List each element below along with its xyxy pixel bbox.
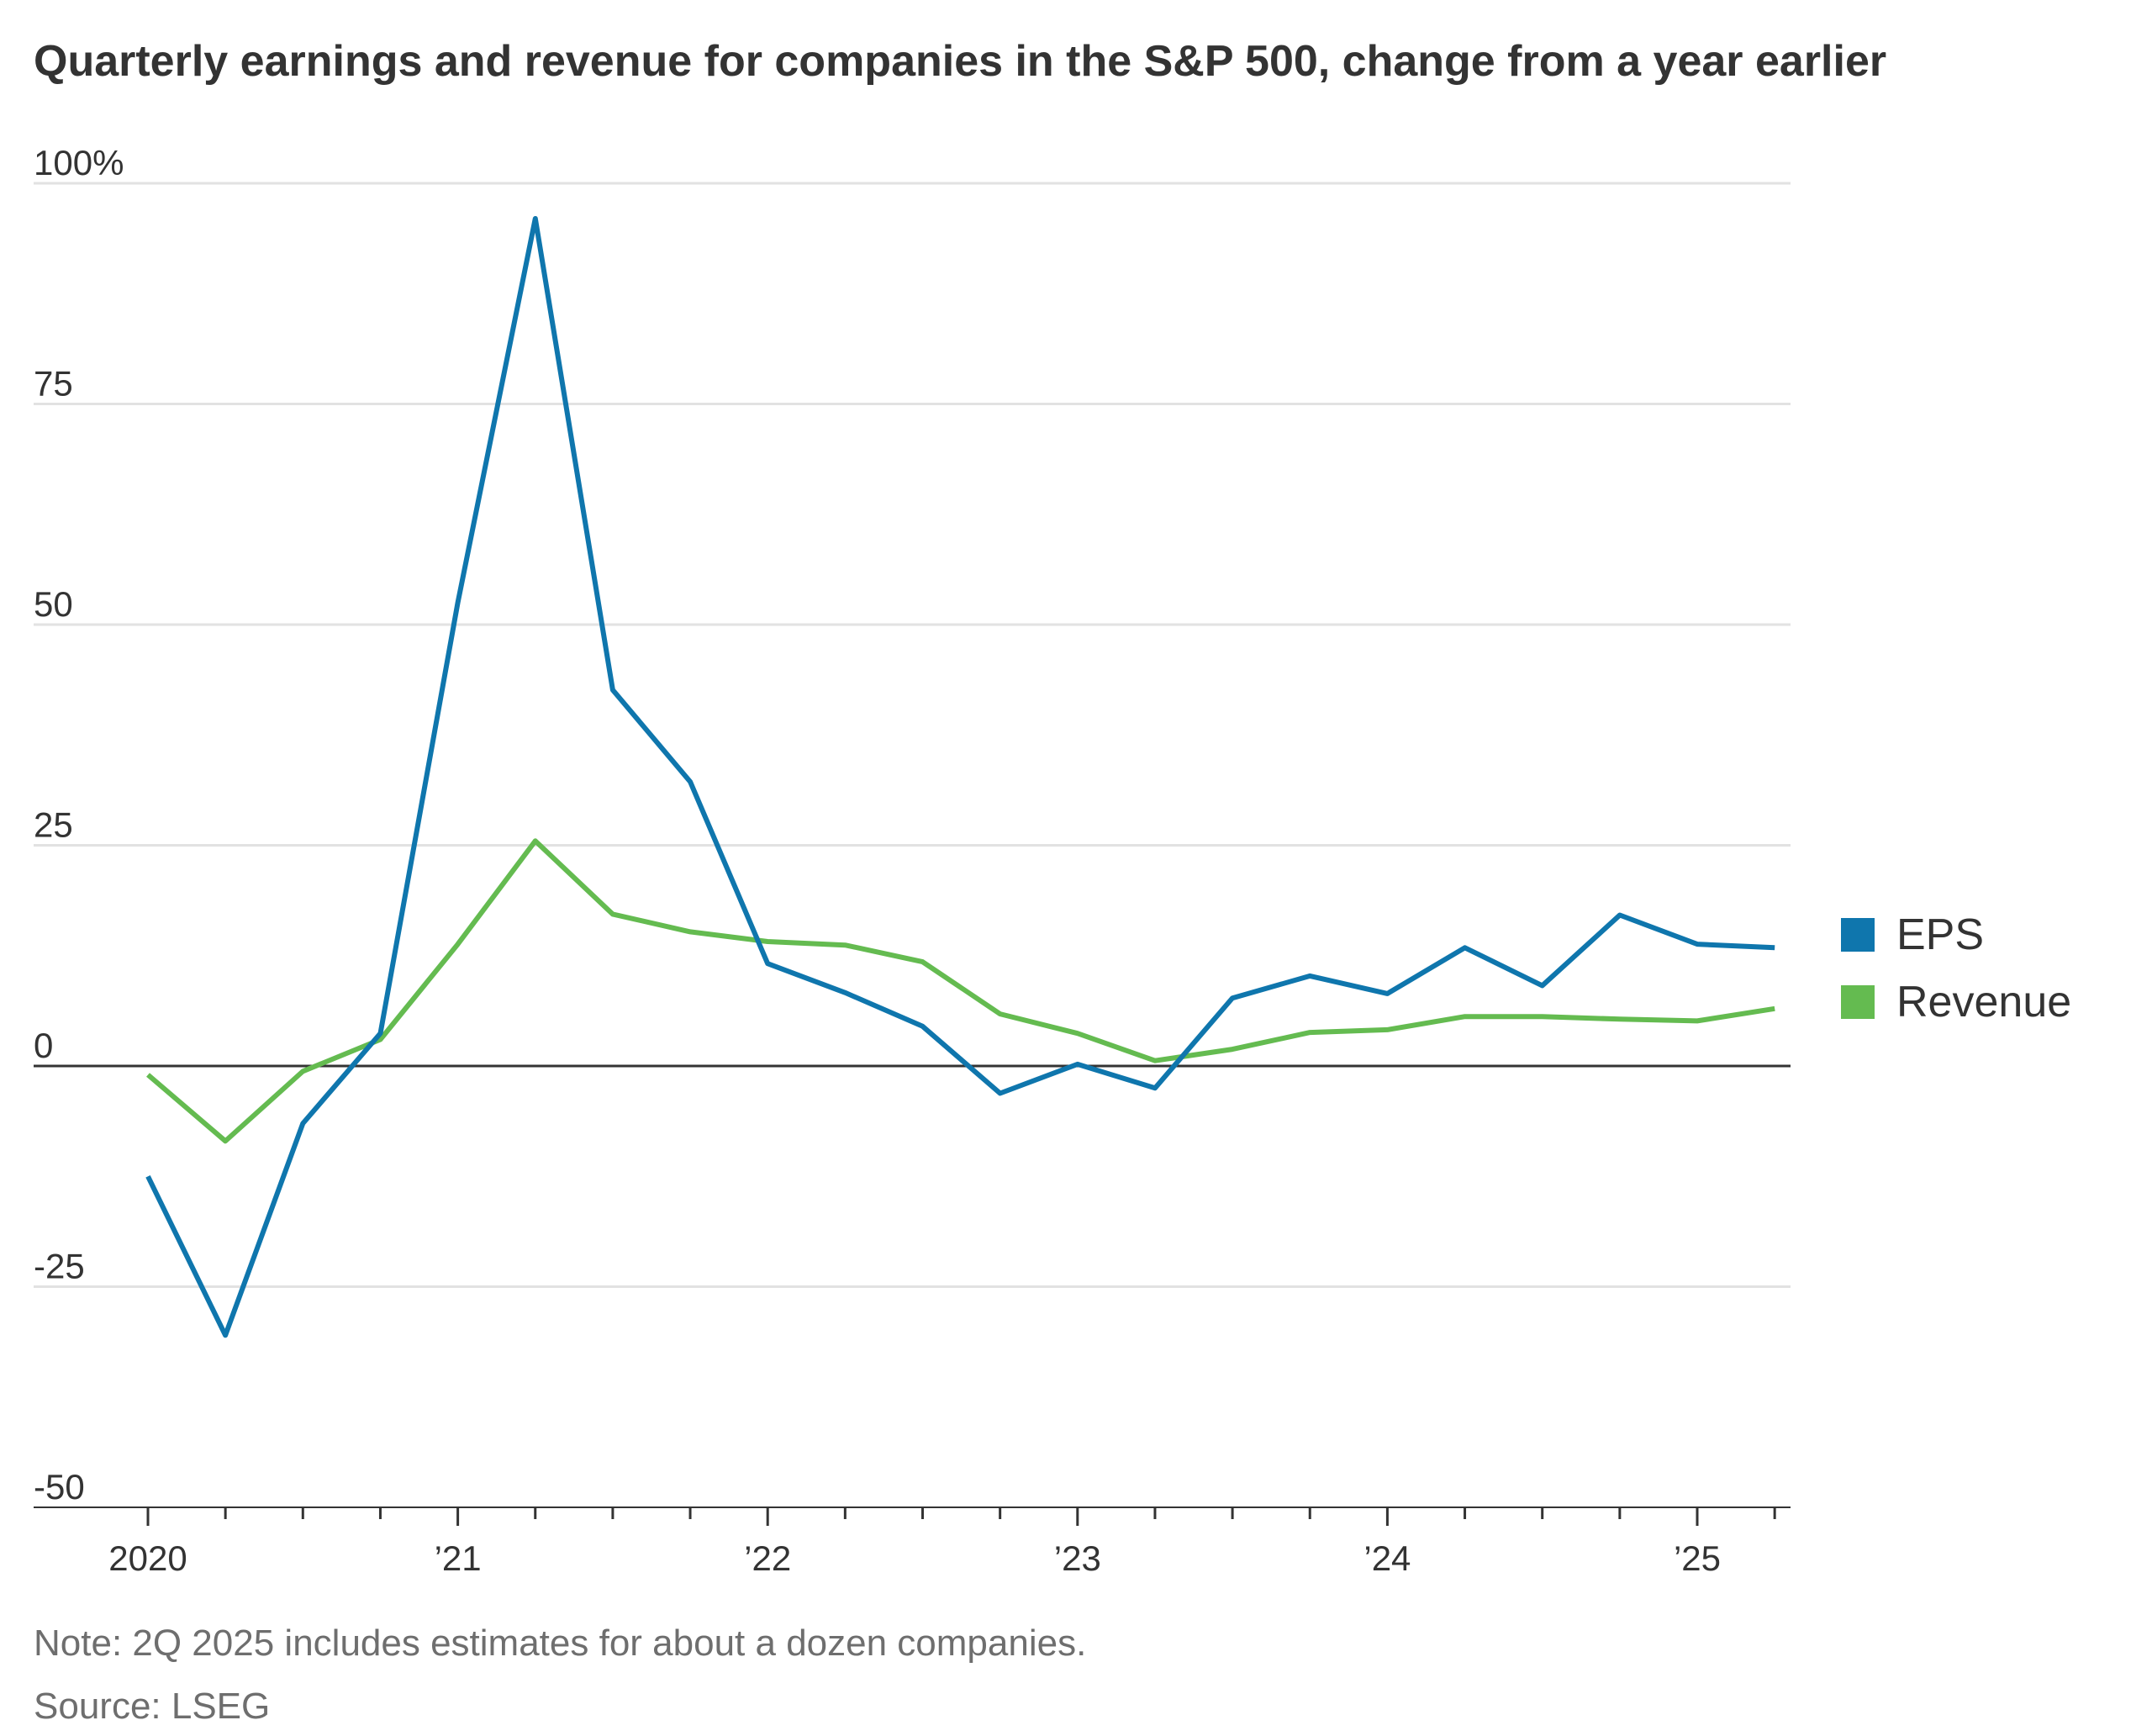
legend-swatch-revenue (1841, 985, 1875, 1019)
x-tick-label: 2020 (108, 1538, 187, 1578)
x-tick-label: ’25 (1674, 1538, 1721, 1578)
chart-note: Note: 2Q 2025 includes estimates for abo… (34, 1623, 1087, 1664)
y-tick-label: 100% (34, 143, 124, 182)
chart-title: Quarterly earnings and revenue for compa… (34, 37, 1887, 86)
legend-swatch-eps (1841, 918, 1875, 952)
x-tick-label: ’22 (744, 1538, 791, 1578)
x-tick-label: ’24 (1363, 1538, 1411, 1578)
x-tick-label: ’21 (435, 1538, 482, 1578)
x-axis: 2020 ’21 ’22 ’23 ’24 ’25 (34, 1506, 1791, 1578)
legend-label-revenue: Revenue (1896, 978, 2072, 1026)
series-lines (145, 216, 1775, 1338)
series-line-revenue (146, 838, 1775, 1144)
y-tick-label: 0 (34, 1026, 53, 1065)
series-line-eps (145, 216, 1775, 1338)
legend-item-revenue: Revenue (1841, 968, 2144, 1036)
legend-label-eps: EPS (1896, 910, 1985, 959)
y-tick-label: 50 (34, 584, 73, 624)
y-axis-tick-labels: -50 -25 0 25 50 75 100% (34, 143, 124, 1506)
chart-source: Source: LSEG (34, 1686, 271, 1727)
x-tick-label: ’23 (1054, 1538, 1101, 1578)
y-tick-label: -50 (34, 1467, 85, 1506)
legend-item-eps: EPS (1841, 901, 2144, 968)
y-tick-label: 75 (34, 364, 73, 404)
gridlines (34, 182, 1791, 1288)
y-tick-label: -25 (34, 1247, 85, 1286)
legend: EPS Revenue (1841, 901, 2144, 1036)
y-tick-label: 25 (34, 805, 73, 845)
